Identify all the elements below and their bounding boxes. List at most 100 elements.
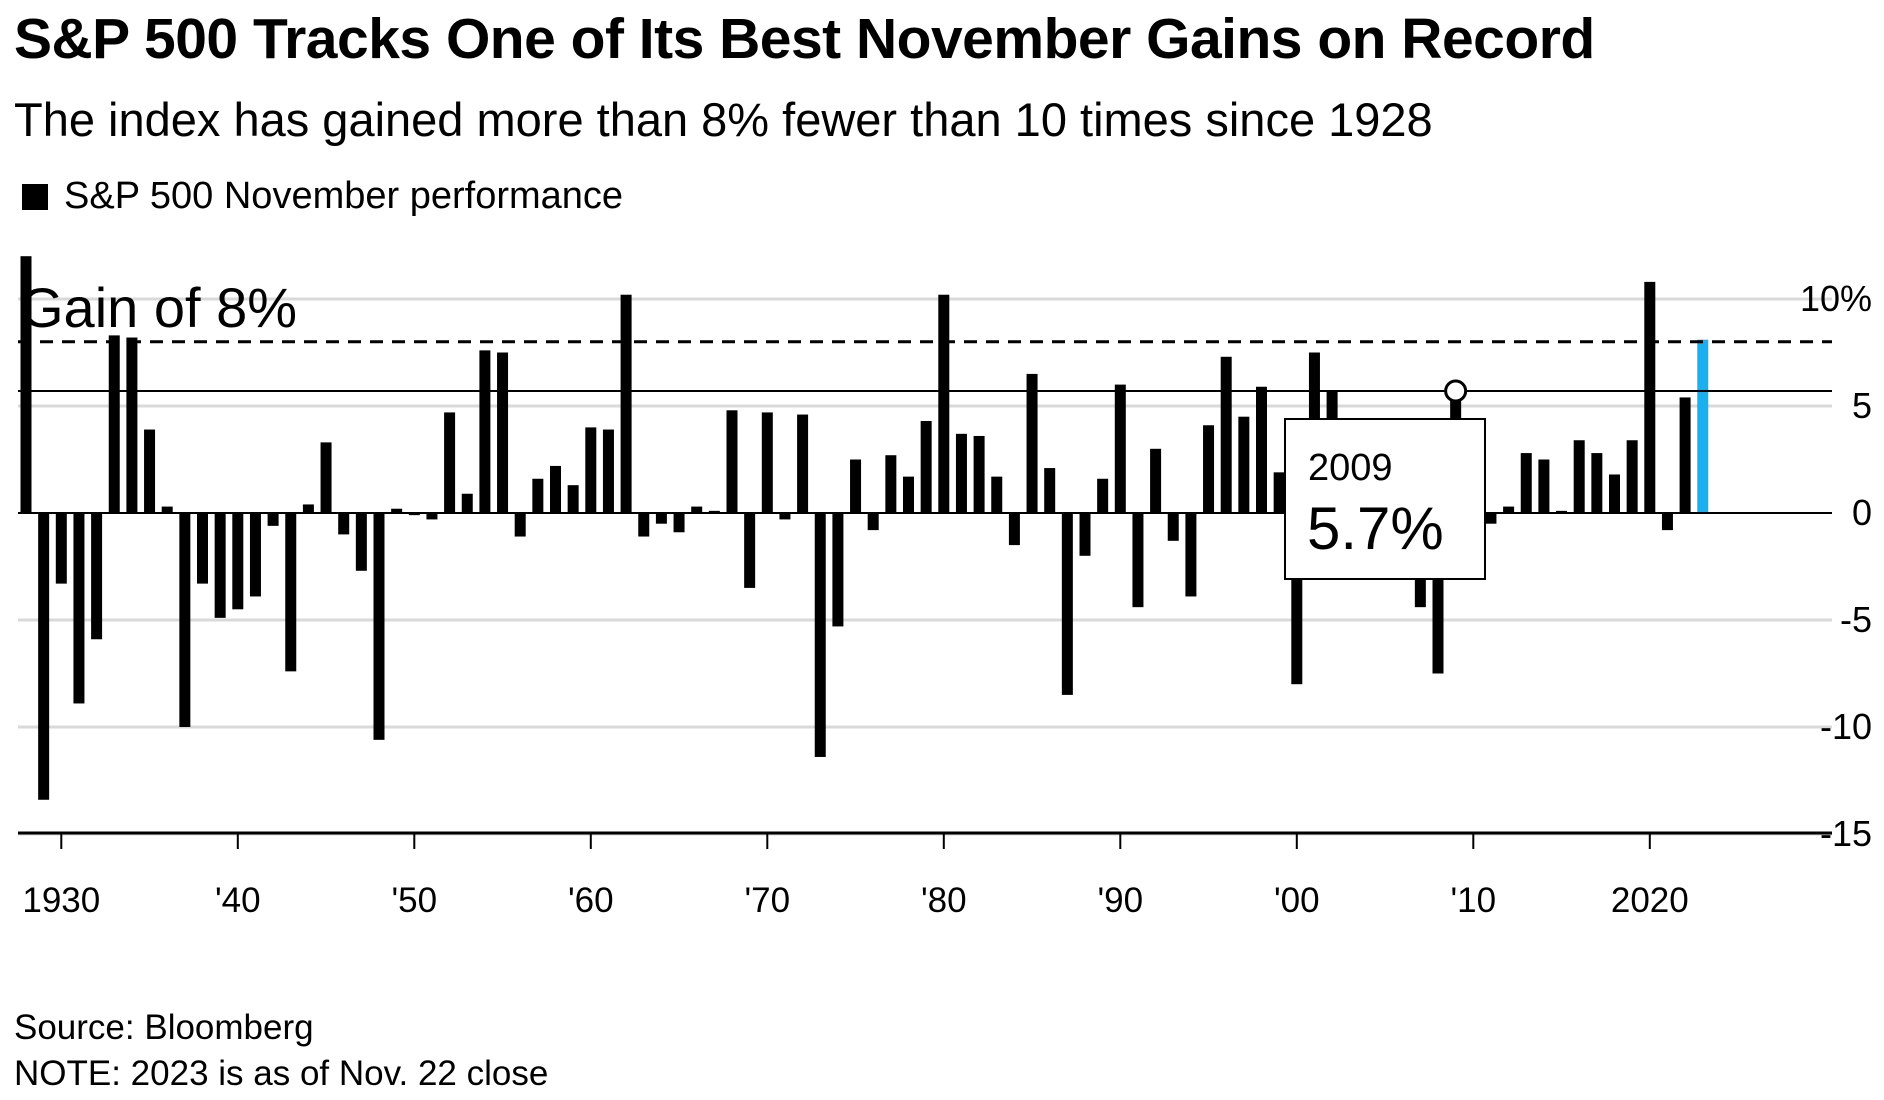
annotation-value: 5.7% (1307, 495, 1444, 562)
bar-1942 (267, 513, 279, 526)
bar-1961 (602, 429, 614, 513)
bar-1975 (850, 459, 862, 513)
bar-1933 (108, 335, 120, 513)
annotation-box (1284, 418, 1486, 580)
bar-1938 (197, 513, 208, 584)
bar-1931 (73, 513, 85, 704)
bar-1998 (1256, 386, 1267, 513)
bar-1957 (532, 478, 544, 513)
bar-1981 (955, 433, 967, 513)
bar-2014 (1538, 459, 1550, 513)
bar-1960 (585, 427, 597, 513)
bar-1994 (1185, 513, 1197, 597)
bar-1992 (1150, 448, 1162, 513)
bar-1978 (903, 476, 914, 513)
bar-2012 (1503, 506, 1515, 513)
bar-1972 (797, 414, 809, 513)
bar-1943 (285, 513, 297, 672)
bar-1979 (920, 420, 932, 513)
bar-1962 (620, 294, 632, 513)
bar-1928 (20, 256, 32, 513)
bar-1951 (426, 513, 438, 520)
source-note: Source: Bloomberg (14, 1008, 314, 1047)
x-tick-label: 1930 (22, 881, 100, 920)
x-tick-label: '50 (391, 881, 437, 920)
y-tick-label: 5 (1852, 385, 1872, 426)
y-tick-label: 0 (1852, 492, 1872, 533)
bar-1930 (55, 513, 67, 584)
bar-1966 (691, 506, 703, 513)
bar-2008 (1432, 513, 1444, 674)
bar-1946 (338, 513, 350, 535)
bar-1969 (744, 513, 756, 588)
reference-line-label: Gain of 8% (20, 276, 297, 339)
bar-1973 (814, 513, 826, 757)
bar-1968 (726, 410, 738, 513)
bar-1934 (126, 337, 138, 513)
y-tick-label: -5 (1840, 599, 1872, 640)
y-tick-label: -15 (1820, 813, 1872, 854)
chart-subtitle: The index has gained more than 8% fewer … (14, 93, 1433, 146)
bar-1964 (655, 513, 667, 524)
bar-2013 (1520, 453, 1532, 513)
y-tick-label: -10 (1820, 706, 1872, 747)
bar-1991 (1132, 513, 1144, 608)
x-tick-label: '40 (215, 881, 261, 920)
bar-2018 (1609, 474, 1620, 513)
bar-1987 (1061, 513, 1073, 695)
bar-2021 (1661, 513, 1673, 531)
bar-2022 (1679, 397, 1691, 513)
chart-title: S&P 500 Tracks One of Its Best November … (14, 7, 1595, 71)
bar-1999 (1273, 472, 1285, 513)
legend: S&P 500 November performance (22, 175, 623, 218)
annotation-year: 2009 (1308, 447, 1393, 489)
bar-1952 (444, 412, 456, 513)
bar-2019 (1626, 440, 1638, 513)
annotation-marker (1444, 379, 1468, 403)
bar-1984 (1008, 513, 1020, 546)
x-tick-label: '60 (568, 881, 614, 920)
bar-1929 (38, 513, 50, 800)
bar-1983 (991, 476, 1003, 513)
bar-1970 (761, 412, 773, 513)
bar-1974 (832, 513, 844, 627)
bar-2020 (1644, 281, 1656, 513)
bar-2017 (1591, 453, 1603, 513)
bar-1944 (302, 504, 314, 513)
bar-1977 (885, 455, 897, 513)
bar-2000 (1291, 513, 1303, 685)
bar-1980 (938, 294, 950, 513)
bar-1941 (249, 513, 261, 597)
bar-1988 (1079, 513, 1091, 556)
bar-2011 (1485, 513, 1497, 524)
bar-1985 (1026, 373, 1038, 513)
bar-1989 (1097, 478, 1109, 513)
bar-1963 (638, 513, 650, 537)
bar-2016 (1573, 440, 1585, 513)
bar-1986 (1044, 468, 1056, 513)
x-tick-label: '00 (1274, 881, 1320, 920)
bar-1935 (144, 429, 156, 513)
bar-1936 (161, 506, 173, 513)
bar-1997 (1238, 416, 1250, 513)
bar-1971 (779, 513, 791, 520)
bar-1947 (355, 513, 367, 571)
x-tick-label: '90 (1097, 881, 1143, 920)
x-tick-label: 2020 (1611, 881, 1689, 920)
legend-label: S&P 500 November performance (64, 175, 624, 217)
bar-1932 (91, 513, 103, 640)
x-tick-label: '80 (921, 881, 967, 920)
bar-1953 (461, 493, 473, 513)
legend-swatch (22, 183, 48, 210)
bar-1967 (708, 510, 720, 513)
bar-1995 (1203, 425, 1215, 513)
bar-1990 (1114, 384, 1126, 513)
bar-1937 (179, 513, 191, 727)
bar-1954 (479, 350, 491, 513)
y-tick-label: 10% (1800, 278, 1872, 319)
bar-1956 (514, 513, 526, 537)
bar-1982 (973, 435, 985, 513)
bar-1965 (673, 513, 685, 533)
bar-1976 (867, 513, 879, 531)
